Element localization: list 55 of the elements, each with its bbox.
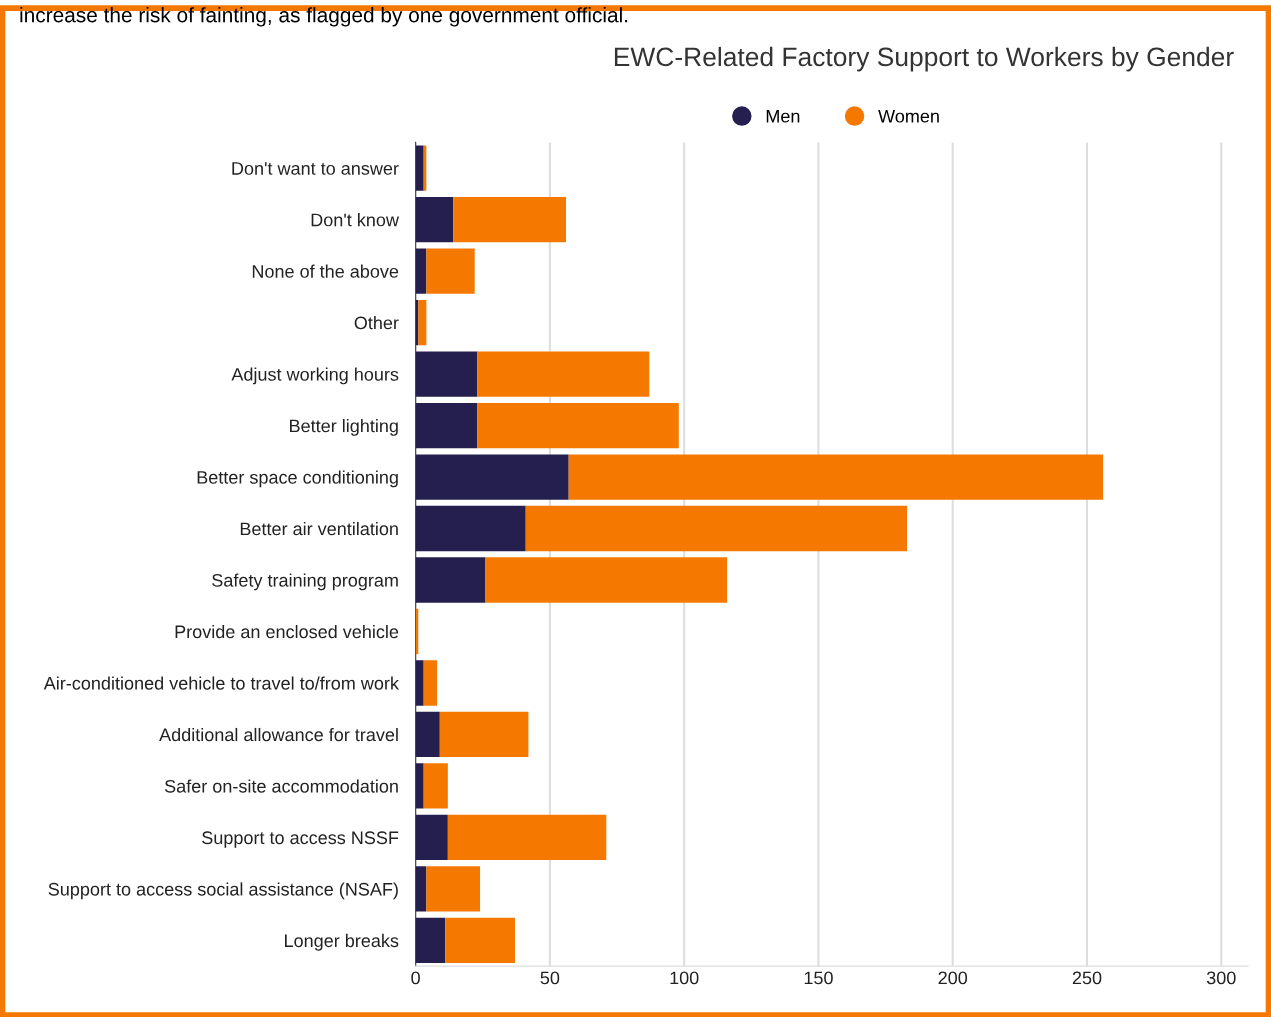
bar bbox=[415, 763, 424, 809]
bar bbox=[415, 351, 478, 397]
bar bbox=[445, 917, 515, 964]
bar bbox=[415, 248, 427, 294]
bar bbox=[525, 505, 908, 552]
bar bbox=[415, 196, 454, 243]
y-tick-label: Support to access NSSF bbox=[202, 831, 399, 848]
y-tick-label: Additional allowance for travel bbox=[159, 727, 398, 742]
bar bbox=[485, 557, 728, 603]
bar bbox=[415, 505, 526, 552]
bar bbox=[423, 763, 448, 809]
y-tick-label: Support to access social assistance (NSAF) bbox=[48, 882, 398, 900]
text: increase the risk of fainting, as flagged by one government official. bbox=[20, 7, 628, 27]
x-tick-label: 300 bbox=[1206, 971, 1236, 985]
bar bbox=[477, 402, 679, 449]
x-tick-label: 150 bbox=[804, 971, 833, 985]
bar bbox=[477, 351, 650, 397]
bar bbox=[453, 196, 567, 243]
bar bbox=[426, 866, 481, 912]
y-tick-label: Safety training program bbox=[212, 573, 398, 591]
legend-label: Women bbox=[878, 109, 939, 123]
y-tick-label: Better lighting bbox=[290, 419, 398, 436]
x-tick-label: 100 bbox=[670, 971, 699, 985]
x-tick-label: 250 bbox=[1072, 971, 1102, 985]
bar bbox=[415, 454, 569, 500]
bar bbox=[415, 660, 424, 706]
bar bbox=[568, 454, 1104, 500]
bar bbox=[415, 917, 446, 964]
bar bbox=[418, 299, 427, 346]
y-tick-label: None of the above bbox=[252, 264, 399, 278]
y-tick-label: Provide an enclosed vehicle bbox=[175, 624, 399, 639]
y-tick-label: Don't want to answer bbox=[232, 162, 399, 175]
bar bbox=[423, 660, 438, 706]
bar bbox=[415, 814, 448, 861]
bar bbox=[415, 145, 424, 191]
y-tick-label: Don't know bbox=[311, 213, 399, 227]
y-tick-label: Other bbox=[354, 316, 399, 330]
x-tick-label: 0 bbox=[411, 971, 420, 985]
x-tick-label: 200 bbox=[938, 971, 968, 985]
bar bbox=[415, 402, 478, 449]
y-tick-label: Air-conditioned vehicle to travel to/from work bbox=[43, 676, 399, 690]
bar bbox=[447, 814, 607, 861]
bar bbox=[415, 557, 486, 603]
y-tick-label: Longer breaks bbox=[285, 933, 399, 951]
y-tick-label: Safer on-site accommodation bbox=[164, 779, 398, 793]
y-tick-label: Better space conditioning bbox=[197, 470, 398, 488]
bar bbox=[415, 866, 427, 912]
bar bbox=[426, 248, 475, 294]
legend-label: Men bbox=[766, 109, 800, 123]
chart-title: EWC-Related Factory Support to Workers by Gender bbox=[614, 46, 1234, 72]
x-tick-label: 50 bbox=[540, 971, 560, 985]
y-tick-label: Adjust working hours bbox=[231, 367, 399, 385]
bar bbox=[415, 711, 440, 758]
y-tick-label: Better air ventilation bbox=[240, 521, 398, 536]
bar bbox=[439, 711, 529, 758]
